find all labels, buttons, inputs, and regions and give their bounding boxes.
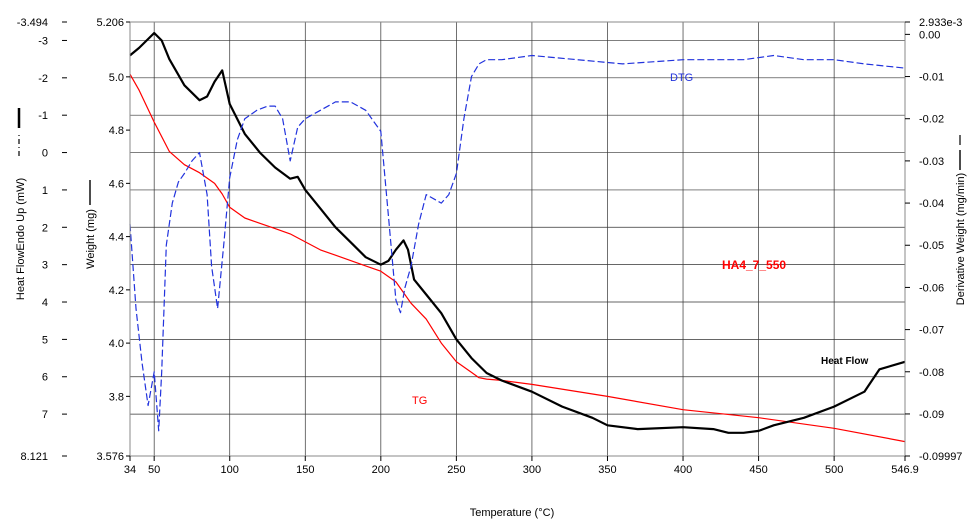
x-tick-label: 500 — [825, 464, 843, 476]
derivative-tick-label: -0.02 — [919, 114, 944, 126]
heat-flow-tick-label: -2 — [38, 73, 48, 85]
grid — [130, 22, 905, 456]
heat-flow-curve — [129, 31, 906, 434]
heat-flow-tick-label: 4 — [42, 297, 48, 309]
heat-flow-tick-label: -1 — [38, 110, 48, 122]
heat-flow-curve-label: Heat Flow — [821, 356, 868, 367]
heat-flow-tick-label: 6 — [42, 372, 48, 384]
x-tick-label: 546.9 — [891, 464, 919, 476]
x-tick-label: 200 — [372, 464, 390, 476]
tg-curve-label: TG — [412, 395, 427, 407]
plot-frame — [129, 21, 906, 457]
weight-tick-label: 3.576 — [96, 451, 124, 463]
derivative-tick-label: -0.09 — [919, 409, 944, 421]
derivative-weight-axis: 2.933e-30.00 -0.01 -0.02 -0.03 -0.04 -0.05 -0.… — [905, 17, 962, 463]
x-axis-label: Temperature (°C) — [470, 507, 554, 519]
heat-flow-tick-label: 8.121 — [20, 451, 48, 463]
derivative-tick-label: -0.09997 — [919, 451, 962, 463]
weight-tick-label: 4.6 — [109, 178, 124, 190]
x-tick-label: 150 — [296, 464, 314, 476]
weight-axis-label: Weight (mg) — [85, 209, 97, 269]
x-tick-label: 34 — [124, 464, 136, 476]
x-tick-label: 100 — [221, 464, 239, 476]
heat-flow-axis: -3.494 -3 -2 -1 0 1 2 3 4 5 6 7 8.121 — [17, 17, 67, 463]
weight-tick-label: 5.0 — [109, 72, 124, 84]
x-tick-label: 450 — [749, 464, 767, 476]
derivative-weight-axis-label: Derivative Weight (mg/min) — [955, 173, 967, 305]
curves — [129, 31, 906, 443]
derivative-tick-label: 0.00 — [919, 29, 940, 41]
heat-flow-tick-label: 1 — [42, 185, 48, 197]
heat-flow-tick-label: 2 — [42, 222, 48, 234]
heat-flow-tick-label: 5 — [42, 334, 48, 346]
derivative-tick-label: -0.03 — [919, 156, 944, 168]
weight-tick-label: 4.8 — [109, 125, 124, 137]
heat-flow-axis-label: Heat FlowEndo Up (mW) — [15, 178, 27, 300]
derivative-tick-label: -0.06 — [919, 282, 944, 294]
x-axis: 34 50 100 150 200 250 300 350 400 450 500 546.9 — [124, 456, 919, 476]
weight-tick-label: 4.0 — [109, 338, 124, 350]
sample-name-label: HA4_7_550 — [722, 258, 786, 272]
derivative-tick-label: -0.05 — [919, 240, 944, 252]
weight-tick-label: 5.206 — [96, 17, 124, 29]
heat-flow-tick-label: 3 — [42, 260, 48, 272]
x-tick-label: 250 — [447, 464, 465, 476]
weight-tick-label: 4.4 — [109, 232, 124, 244]
derivative-tick-label: -0.08 — [919, 367, 944, 379]
x-tick-label: 300 — [523, 464, 541, 476]
x-tick-label: 400 — [674, 464, 692, 476]
heat-flow-tick-label: 7 — [42, 409, 48, 421]
derivative-tick-label: -0.01 — [919, 72, 944, 84]
weight-tick-label: 3.8 — [109, 391, 124, 403]
heat-flow-tick-label: 0 — [42, 148, 48, 160]
derivative-tick-label: -0.04 — [919, 198, 944, 210]
dtg-curve — [129, 54, 906, 432]
derivative-tick-label: -0.07 — [919, 325, 944, 337]
derivative-tick-label: 2.933e-3 — [919, 17, 962, 29]
tg-curve — [129, 73, 906, 443]
heat-flow-tick-label: -3.494 — [17, 17, 48, 29]
x-tick-label: 50 — [148, 464, 160, 476]
x-tick-label: 350 — [598, 464, 616, 476]
weight-tick-label: 4.2 — [109, 285, 124, 297]
dtg-curve-label: DTG — [670, 72, 693, 84]
heat-flow-tick-label: -3 — [38, 35, 48, 47]
weight-axis: 5.206 5.0 4.8 4.6 4.4 4.2 4.0 3.8 3.576 — [96, 17, 130, 463]
plot-background — [130, 22, 905, 456]
